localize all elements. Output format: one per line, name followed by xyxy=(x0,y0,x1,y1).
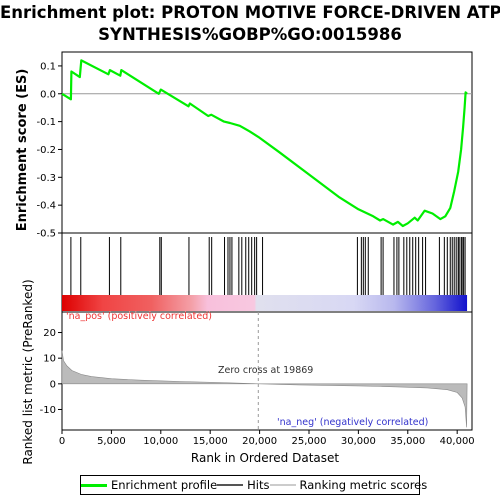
legend-item-hits: Hits xyxy=(217,478,270,492)
metric-axis-label: Ranked list metric (PreRanked) xyxy=(21,279,35,464)
xtick-label: 25,000 xyxy=(291,436,326,447)
ranking-color-bar xyxy=(62,295,468,311)
chart-title: Enrichment plot: PROTON MOTIVE FORCE-DRI… xyxy=(0,2,500,46)
metric-ytick-label: 0 xyxy=(50,379,56,390)
legend: Enrichment profile Hits Ranking metric s… xyxy=(80,475,427,495)
x-axis: 0 5,000 10,000 15,000 20,000 25,000 30,000 35,0… xyxy=(59,430,475,447)
es-ytick-label: -0.1 xyxy=(36,117,56,128)
es-ytick-label: -0.3 xyxy=(36,173,56,184)
metric-ytick-label: 20 xyxy=(43,328,56,339)
es-panel: 0.1 0.0 -0.1 -0.2 -0.3 -0.4 -0.5 xyxy=(36,51,473,240)
es-ytick-label: -0.4 xyxy=(36,201,56,212)
es-ytick-label: -0.5 xyxy=(36,229,56,240)
title-line-2: SYNTHESIS%GOBP%GO:0015986 xyxy=(98,25,402,44)
xtick-label: 0 xyxy=(59,436,65,447)
pos-label: 'na_pos' (positively correlated) xyxy=(66,311,212,322)
xtick-label: 15,000 xyxy=(193,436,228,447)
xtick-label: 10,000 xyxy=(143,436,178,447)
es-ytick-label: -0.2 xyxy=(36,145,56,156)
neg-label: 'na_neg' (negatively correlated) xyxy=(277,417,428,428)
metric-ytick-label: -10 xyxy=(40,405,56,416)
hits-panel xyxy=(61,232,473,313)
es-ytick-label: 0.0 xyxy=(40,89,56,100)
xtick-label: 20,000 xyxy=(242,436,277,447)
legend-hits-swatch xyxy=(217,484,244,486)
metric-area xyxy=(61,350,468,428)
legend-item-profile: Enrichment profile xyxy=(81,478,217,492)
xtick-label: 35,000 xyxy=(390,436,425,447)
legend-ranking-label: Ranking metric scores xyxy=(299,478,428,492)
legend-item-ranking: Ranking metric scores xyxy=(269,478,428,492)
metric-ytick-label: 10 xyxy=(43,354,56,365)
zero-cross-label: Zero cross at 19869 xyxy=(218,365,313,376)
xtick-label: 5,000 xyxy=(97,436,126,447)
x-axis-label: Rank in Ordered Dataset xyxy=(191,451,339,465)
legend-hits-label: Hits xyxy=(247,478,270,492)
legend-profile-label: Enrichment profile xyxy=(111,478,218,492)
metric-panel: 20 10 0 -10 xyxy=(40,311,473,431)
xtick-label: 40,000 xyxy=(440,436,475,447)
title-line-1: Enrichment plot: PROTON MOTIVE FORCE-DRI… xyxy=(0,3,500,22)
es-axis-label: Enrichment score (ES) xyxy=(15,69,30,232)
es-ytick-label: 0.1 xyxy=(40,61,56,72)
legend-profile-swatch xyxy=(81,483,107,487)
xtick-label: 30,000 xyxy=(341,436,376,447)
legend-ranking-swatch xyxy=(269,484,296,486)
es-profile-line xyxy=(61,59,468,228)
